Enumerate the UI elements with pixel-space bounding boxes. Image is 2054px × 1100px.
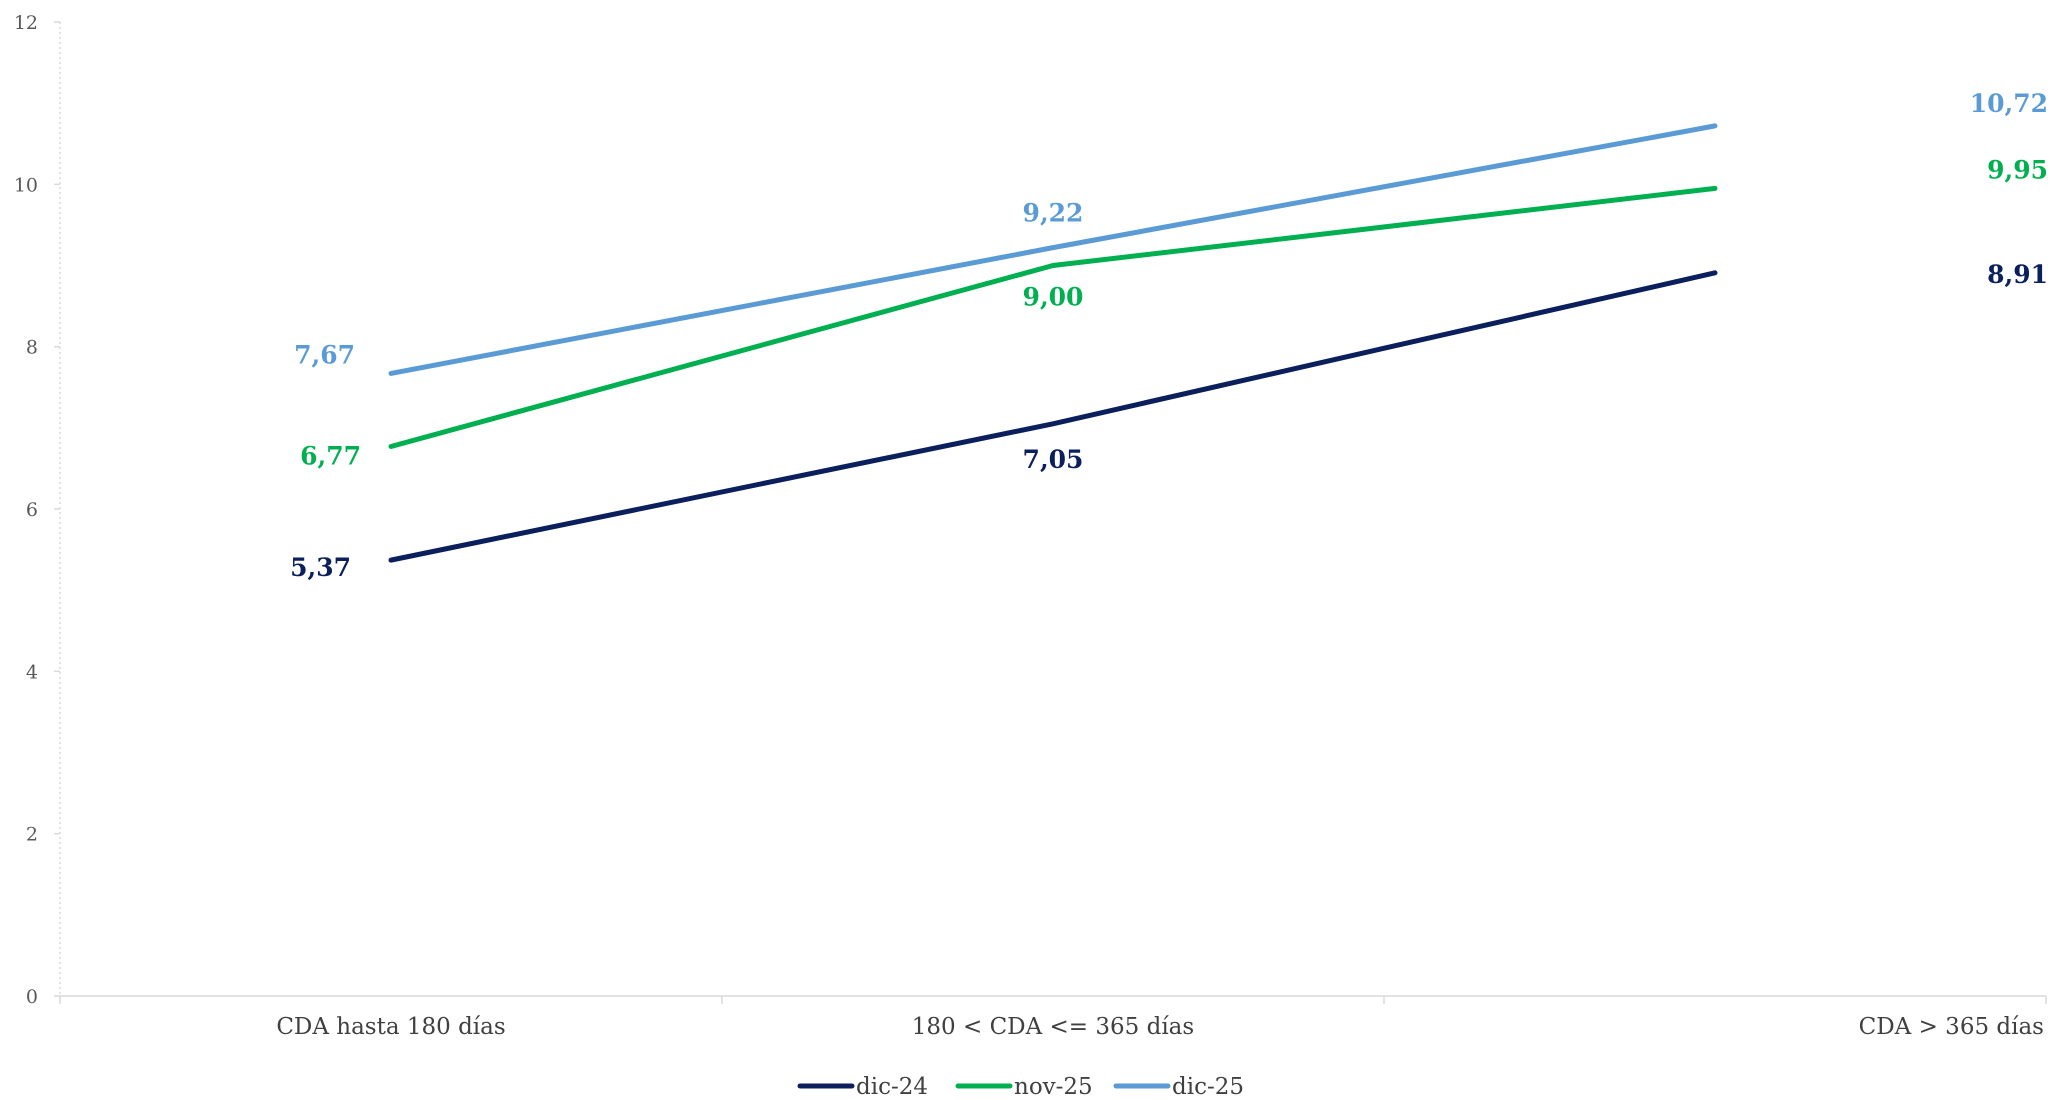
data-label-nov-25: 9,95 xyxy=(1987,155,2048,184)
data-label-dic-24: 8,91 xyxy=(1987,260,2048,289)
data-label-dic-25: 7,67 xyxy=(294,340,355,369)
y-tick-label: 4 xyxy=(26,661,38,683)
data-labels: 5,37 7,05 8,91 6,77 9,00 9,95 7,67 9,22 10,72 xyxy=(290,89,2048,582)
y-tick-label: 8 xyxy=(26,337,38,359)
chart-legend[interactable]: dic-24 nov-25 dic-25 xyxy=(797,1074,1244,1100)
data-label-dic-25: 10,72 xyxy=(1970,89,2048,118)
series-line-dic-24 xyxy=(388,270,1718,563)
legend-item-nov-25[interactable]: nov-25 xyxy=(955,1074,1093,1100)
data-label-dic-24: 5,37 xyxy=(290,553,351,582)
data-label-dic-24: 7,05 xyxy=(1023,445,1084,474)
series-lines xyxy=(388,123,1718,563)
series-line-nov-25 xyxy=(388,185,1718,450)
legend-label: dic-25 xyxy=(1172,1074,1244,1100)
x-category-label: CDA > 365 días xyxy=(1859,1014,2044,1040)
x-category-label: CDA hasta 180 días xyxy=(276,1014,505,1040)
y-tick-label: 0 xyxy=(26,986,38,1008)
y-tick-label: 6 xyxy=(26,499,38,521)
legend-item-dic-25[interactable]: dic-25 xyxy=(1113,1074,1244,1100)
series-line-dic-25 xyxy=(388,123,1718,376)
chart-axes: 0 2 4 6 8 10 12 CDA hasta 180 días 180 < CDA <= … xyxy=(14,12,2047,1040)
y-tick-label: 10 xyxy=(14,174,38,196)
legend-label: dic-24 xyxy=(856,1074,928,1100)
data-label-nov-25: 9,00 xyxy=(1023,283,1084,312)
x-category-label: 180 < CDA <= 365 días xyxy=(912,1014,1194,1040)
y-tick-label: 12 xyxy=(14,12,38,34)
legend-label: nov-25 xyxy=(1014,1074,1093,1100)
data-label-dic-25: 9,22 xyxy=(1023,199,1084,228)
legend-item-dic-24[interactable]: dic-24 xyxy=(797,1074,928,1100)
y-tick-label: 2 xyxy=(26,824,38,846)
data-label-nov-25: 6,77 xyxy=(300,442,361,471)
